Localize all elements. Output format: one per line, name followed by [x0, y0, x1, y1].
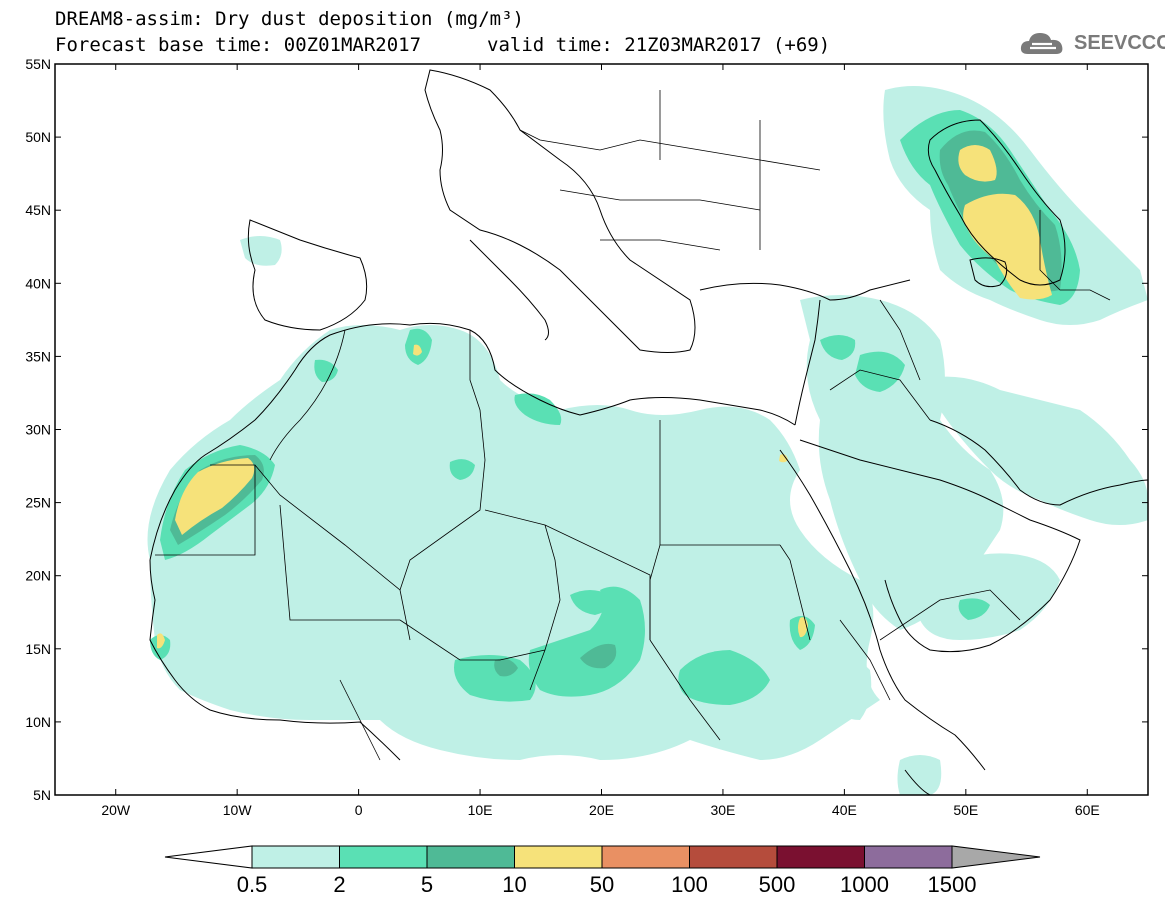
forecast-base-time: Forecast base time: 00Z01MAR2017 — [55, 34, 422, 56]
longitude-axis: 20W 10W 0 10E 20E 30E 40E 50E 60E — [101, 64, 1100, 818]
lat-label: 45N — [25, 202, 51, 218]
colorbar-label: 500 — [759, 872, 796, 897]
colorbar-label: 1000 — [840, 872, 889, 897]
colorbar-label: 50 — [590, 872, 614, 897]
map-area — [55, 64, 1148, 795]
lat-label: 10N — [25, 714, 51, 730]
borders — [155, 90, 1111, 761]
lat-label: 35N — [25, 348, 51, 364]
colorbar-over-arrow — [951, 845, 1041, 869]
lon-label: 20E — [589, 802, 614, 818]
map-title: DREAM8-assim: Dry dust deposition (mg/m³… — [55, 8, 524, 30]
latitude-axis: 55N 50N 45N 40N 35N 30N 25N 20N 15N 10N 5N — [25, 56, 1148, 803]
lat-label: 55N — [25, 56, 51, 72]
lon-label: 10E — [468, 802, 493, 818]
lon-label: 0 — [355, 802, 363, 818]
colorbar-segment — [426, 845, 515, 869]
colorbar-label: 1500 — [928, 872, 977, 897]
colorbar-segment — [776, 845, 865, 869]
lon-label: 20W — [101, 802, 131, 818]
colorbar-under-arrow — [164, 845, 253, 869]
logo-text: SEEVCCC — [1074, 31, 1165, 54]
colorbar-label: 5 — [421, 872, 433, 897]
lon-label: 40E — [832, 802, 857, 818]
lat-label: 40N — [25, 275, 51, 291]
deposition-light — [147, 86, 1148, 795]
colorbar-segment — [339, 845, 428, 869]
colorbar-segment — [251, 845, 340, 869]
coastlines — [149, 69, 1148, 795]
seevccc-logo: SEEVCCC — [1018, 28, 1165, 58]
colorbar-label: 10 — [502, 872, 526, 897]
lat-label: 50N — [25, 129, 51, 145]
lat-label: 5N — [33, 787, 51, 803]
colorbar-label: 2 — [333, 872, 345, 897]
lat-label: 20N — [25, 568, 51, 584]
colorbar-label: 0.5 — [237, 872, 268, 897]
lat-label: 15N — [25, 641, 51, 657]
deposition-high — [157, 145, 1052, 649]
colorbar-segment — [514, 845, 603, 869]
colorbar-label: 100 — [671, 872, 708, 897]
lon-label: 50E — [953, 802, 978, 818]
valid-time: valid time: 21Z03MAR2017 (+69) — [487, 34, 831, 56]
lat-label: 25N — [25, 495, 51, 511]
colorbar-segment — [864, 845, 953, 869]
lon-label: 10W — [223, 802, 253, 818]
lon-label: 60E — [1075, 802, 1100, 818]
cloud-icon — [1020, 33, 1063, 54]
lon-label: 30E — [710, 802, 735, 818]
lat-label: 30N — [25, 422, 51, 438]
colorbar-segment — [689, 845, 778, 869]
colorbar: 0.5 2 5 10 50 100 500 1000 1500 — [164, 845, 1041, 897]
colorbar-segment — [601, 845, 690, 869]
